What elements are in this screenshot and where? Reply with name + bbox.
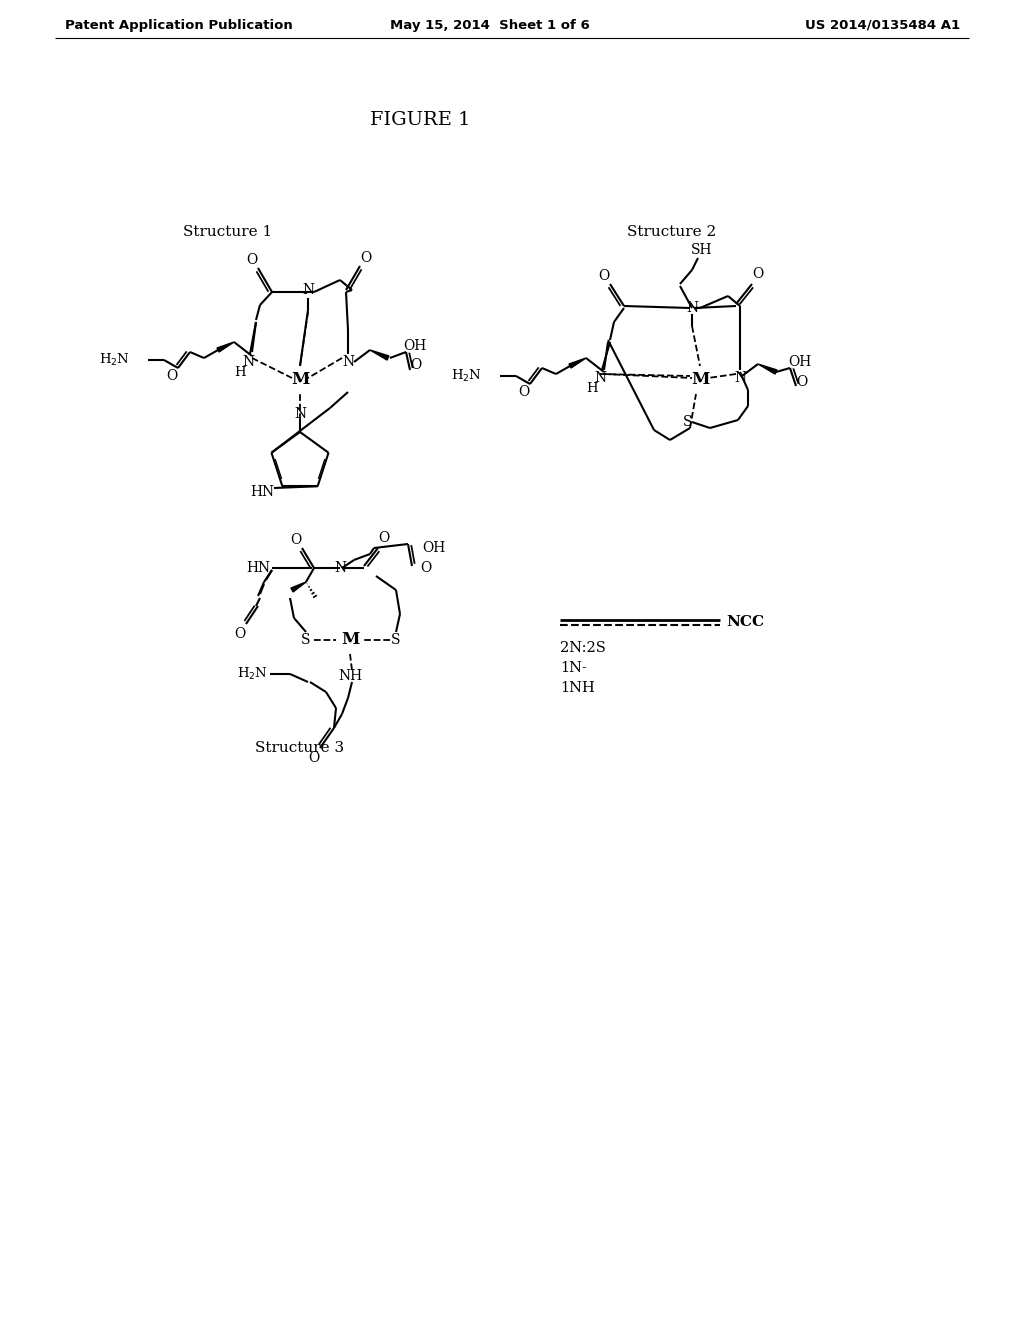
Text: H$_2$N: H$_2$N [237,667,268,682]
Text: M: M [691,371,710,388]
Text: O: O [421,561,432,576]
Text: N: N [342,355,354,370]
Text: N: N [242,355,254,370]
Text: N: N [734,371,746,385]
Text: O: O [518,385,529,399]
Text: FIGURE 1: FIGURE 1 [370,111,470,129]
Text: N: N [302,282,314,297]
Text: HN: HN [250,484,274,499]
Text: M: M [341,631,359,648]
Text: O: O [291,533,302,546]
Text: OH: OH [403,339,427,352]
Text: SH: SH [691,243,713,257]
Polygon shape [569,358,586,368]
Text: OH: OH [788,355,812,370]
Text: HN: HN [246,561,270,576]
Text: O: O [234,627,246,642]
Text: N: N [686,301,698,315]
Text: US 2014/0135484 A1: US 2014/0135484 A1 [805,18,961,32]
Text: H$_2$N: H$_2$N [99,352,130,368]
Text: O: O [360,251,372,265]
Text: O: O [379,531,389,545]
Text: Patent Application Publication: Patent Application Publication [65,18,293,32]
Text: N: N [594,371,606,385]
Text: NCC: NCC [726,615,764,630]
Text: H: H [234,367,246,380]
Text: O: O [797,375,808,389]
Polygon shape [370,350,389,360]
Text: S: S [301,634,310,647]
Text: M: M [291,371,309,388]
Text: NH: NH [338,669,362,682]
Text: H$_2$N: H$_2$N [451,368,482,384]
Text: Structure 2: Structure 2 [628,224,717,239]
Text: H: H [586,383,598,396]
Text: O: O [753,267,764,281]
Polygon shape [291,582,306,591]
Text: OH: OH [422,541,445,554]
Text: S: S [391,634,400,647]
Text: O: O [308,751,319,766]
Text: N: N [334,561,346,576]
Text: 1NH: 1NH [560,681,595,696]
Text: O: O [598,269,609,282]
Polygon shape [217,342,234,352]
Text: 1N-: 1N- [560,661,587,675]
Text: O: O [166,370,177,383]
Polygon shape [758,364,777,374]
Text: S: S [683,414,693,429]
Text: Structure 1: Structure 1 [183,224,272,239]
Text: 2N:2S: 2N:2S [560,642,606,655]
Text: O: O [411,358,422,372]
Text: N: N [294,407,306,421]
Text: Structure 3: Structure 3 [255,741,344,755]
Text: O: O [247,253,258,267]
Text: May 15, 2014  Sheet 1 of 6: May 15, 2014 Sheet 1 of 6 [390,18,590,32]
